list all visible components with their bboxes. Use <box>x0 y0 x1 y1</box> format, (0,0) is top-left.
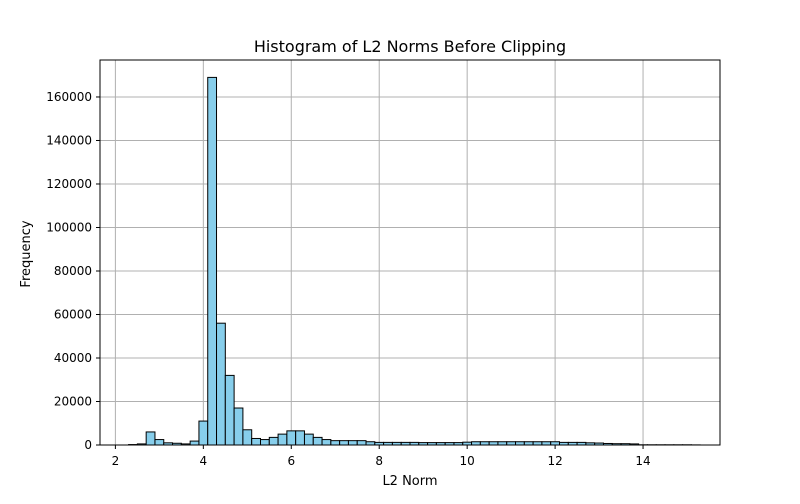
histogram-bar <box>331 441 340 445</box>
histogram-bar <box>146 432 155 445</box>
histogram-bar <box>287 431 296 445</box>
x-tick-label: 8 <box>375 454 383 468</box>
x-tick-label: 10 <box>460 454 475 468</box>
y-tick-label: 20000 <box>54 394 92 408</box>
bars <box>129 77 701 445</box>
histogram-bar <box>208 77 217 445</box>
y-tick-label: 0 <box>84 438 92 452</box>
y-tick-label: 80000 <box>54 264 92 278</box>
histogram-bar <box>260 440 269 445</box>
y-axis-label: Frequency <box>19 220 34 287</box>
histogram-bar <box>243 430 252 445</box>
axis-ticks: 2 4 6 8 10 12 14 0 20000 40000 60000 80000 100000 120… <box>46 90 651 468</box>
y-tick-label: 120000 <box>46 177 92 191</box>
histogram-bar <box>313 437 322 445</box>
y-tick-label: 40000 <box>54 351 92 365</box>
histogram-bar <box>190 441 199 445</box>
histogram-bar <box>155 440 164 445</box>
plot-area-frame <box>100 60 720 445</box>
grid <box>100 60 720 445</box>
histogram-bar <box>199 421 208 445</box>
histogram-bar <box>340 441 349 445</box>
x-tick-label: 4 <box>200 454 208 468</box>
y-tick-label: 60000 <box>54 307 92 321</box>
x-tick-label: 14 <box>635 454 650 468</box>
histogram-bar <box>296 431 305 445</box>
histogram-bar <box>357 441 366 445</box>
histogram-bar <box>225 375 234 445</box>
chart-title: Histogram of L2 Norms Before Clipping <box>254 37 566 56</box>
histogram-bar <box>322 440 331 445</box>
histogram-bar <box>278 434 287 445</box>
histogram-bar <box>269 437 278 445</box>
x-axis-label: L2 Norm <box>382 474 437 489</box>
histogram-bar <box>348 441 357 445</box>
y-tick-label: 140000 <box>46 133 92 147</box>
histogram-bar <box>304 434 313 445</box>
y-tick-label: 100000 <box>46 220 92 234</box>
histogram-bar <box>234 408 243 445</box>
histogram-bar <box>252 438 261 445</box>
x-tick-label: 6 <box>287 454 295 468</box>
histogram-bar <box>217 323 226 445</box>
x-tick-label: 12 <box>547 454 562 468</box>
x-tick-label: 2 <box>112 454 120 468</box>
y-tick-label: 160000 <box>46 90 92 104</box>
